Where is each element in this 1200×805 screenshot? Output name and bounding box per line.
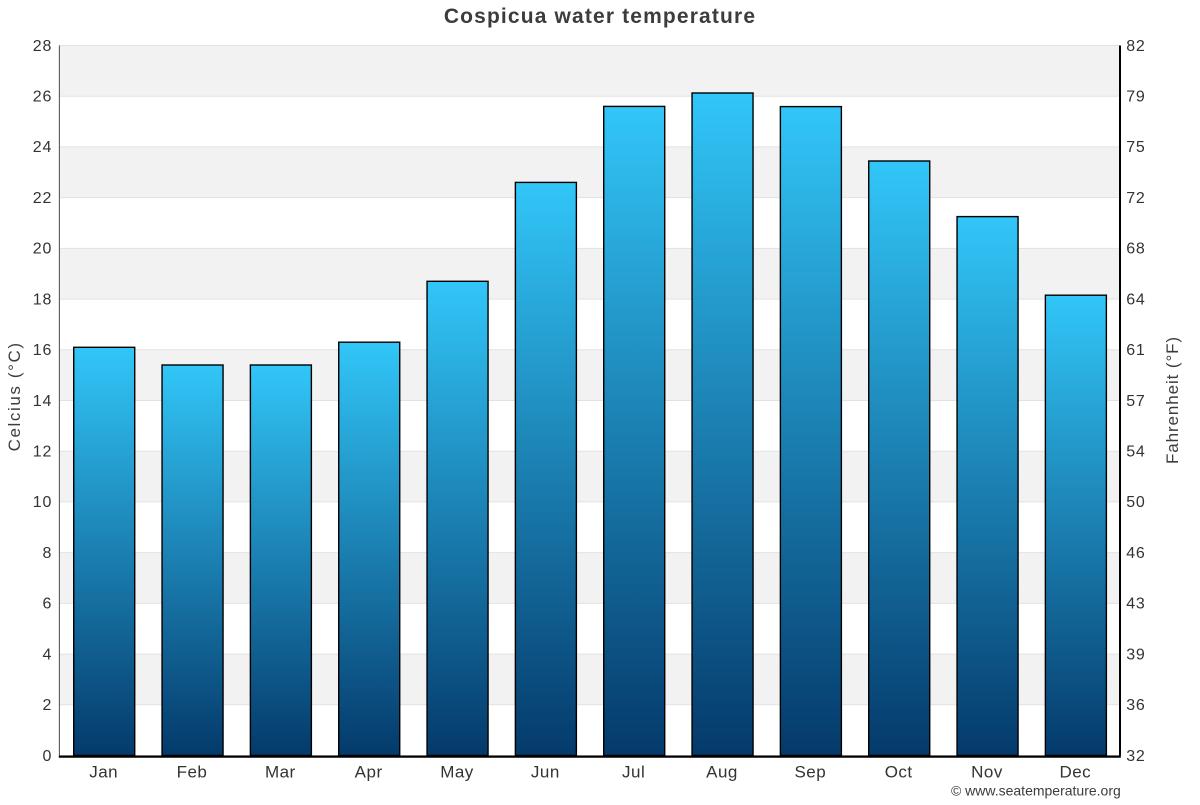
svg-text:68: 68 <box>1126 241 1145 258</box>
svg-text:May: May <box>440 763 474 782</box>
svg-text:Cospicua water temperature: Cospicua water temperature <box>444 5 756 28</box>
svg-text:50: 50 <box>1126 494 1145 511</box>
svg-text:2: 2 <box>42 697 52 714</box>
svg-text:4: 4 <box>42 646 52 663</box>
svg-text:Aug: Aug <box>706 763 738 782</box>
svg-text:14: 14 <box>33 393 52 410</box>
svg-text:22: 22 <box>33 190 52 207</box>
svg-text:Feb: Feb <box>177 763 208 782</box>
svg-text:© www.seatemperature.org: © www.seatemperature.org <box>951 783 1121 799</box>
svg-text:Celcius (°C): Celcius (°C) <box>5 341 24 451</box>
svg-text:12: 12 <box>33 444 52 461</box>
svg-text:Oct: Oct <box>885 763 913 782</box>
svg-text:0: 0 <box>42 748 52 765</box>
svg-text:20: 20 <box>33 241 52 258</box>
svg-text:Nov: Nov <box>971 763 1003 782</box>
svg-text:Jun: Jun <box>531 763 560 782</box>
svg-text:82: 82 <box>1126 38 1145 55</box>
svg-text:Dec: Dec <box>1059 763 1091 782</box>
svg-text:18: 18 <box>33 291 52 308</box>
svg-text:61: 61 <box>1126 342 1145 359</box>
svg-text:16: 16 <box>33 342 52 359</box>
svg-text:79: 79 <box>1126 89 1145 106</box>
svg-text:24: 24 <box>33 139 52 156</box>
svg-text:54: 54 <box>1126 444 1145 461</box>
svg-text:Fahrenheit (°F): Fahrenheit (°F) <box>1163 336 1182 464</box>
svg-text:Sep: Sep <box>794 763 826 782</box>
svg-text:10: 10 <box>33 494 52 511</box>
svg-text:72: 72 <box>1126 190 1145 207</box>
svg-text:43: 43 <box>1126 596 1145 613</box>
svg-text:Jan: Jan <box>89 763 118 782</box>
svg-text:6: 6 <box>42 596 52 613</box>
svg-text:32: 32 <box>1126 748 1145 765</box>
svg-text:75: 75 <box>1126 139 1145 156</box>
svg-text:36: 36 <box>1126 697 1145 714</box>
svg-text:8: 8 <box>42 545 52 562</box>
svg-text:26: 26 <box>33 89 52 106</box>
svg-text:46: 46 <box>1126 545 1145 562</box>
svg-text:Apr: Apr <box>355 763 383 782</box>
svg-text:Mar: Mar <box>265 763 296 782</box>
svg-text:28: 28 <box>33 38 52 55</box>
svg-text:Jul: Jul <box>622 763 645 782</box>
svg-text:64: 64 <box>1126 291 1145 308</box>
svg-text:39: 39 <box>1126 646 1145 663</box>
svg-text:57: 57 <box>1126 393 1145 410</box>
